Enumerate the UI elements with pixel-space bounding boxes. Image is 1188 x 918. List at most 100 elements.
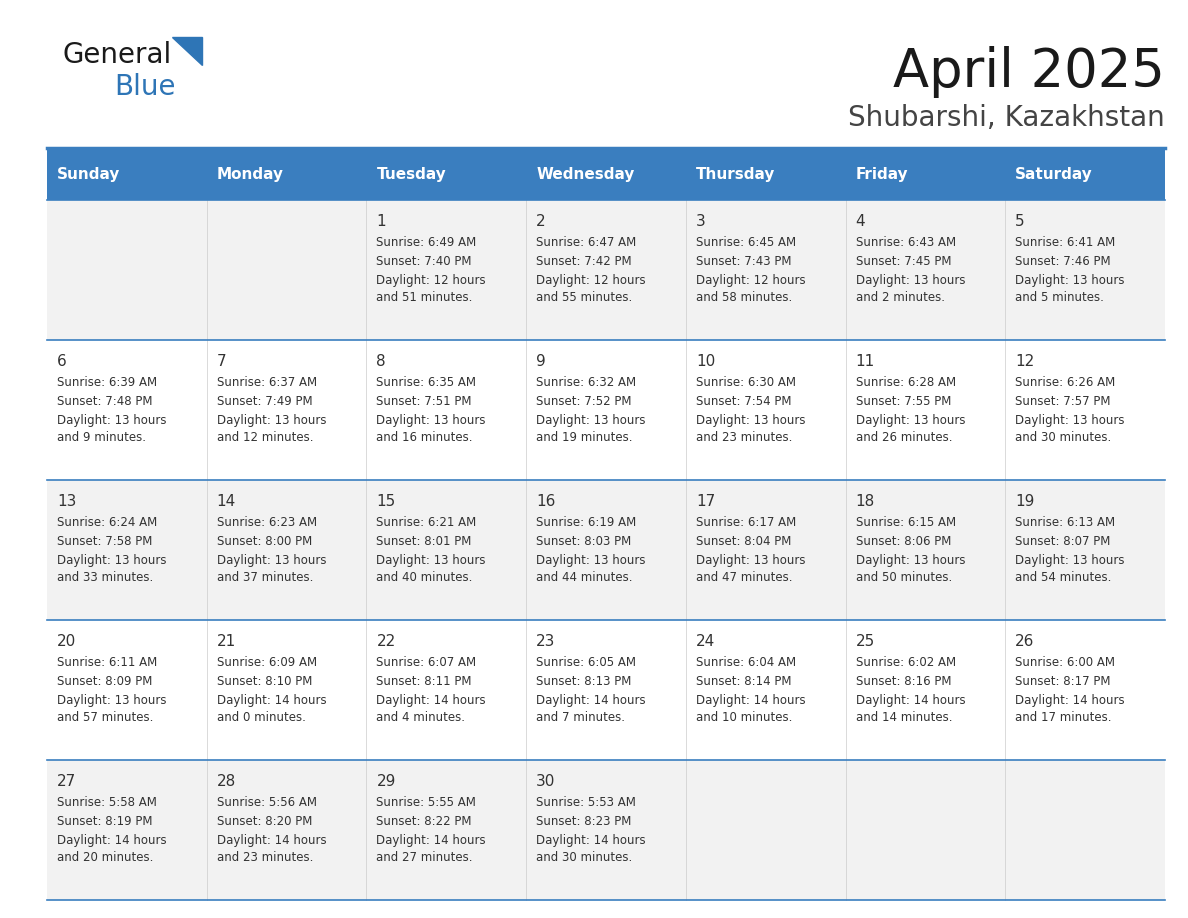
Text: 7: 7 [216, 354, 227, 369]
Text: Sunset: 8:11 PM: Sunset: 8:11 PM [377, 675, 472, 688]
Text: Daylight: 14 hours
and 14 minutes.: Daylight: 14 hours and 14 minutes. [855, 694, 965, 724]
Text: Tuesday: Tuesday [377, 166, 447, 182]
Text: 29: 29 [377, 774, 396, 789]
Text: Sunset: 7:55 PM: Sunset: 7:55 PM [855, 395, 950, 408]
Text: Daylight: 13 hours
and 33 minutes.: Daylight: 13 hours and 33 minutes. [57, 554, 166, 584]
Text: Sunrise: 6:04 AM: Sunrise: 6:04 AM [696, 656, 796, 669]
Text: Sunset: 8:07 PM: Sunset: 8:07 PM [1016, 535, 1111, 548]
Text: General: General [62, 41, 171, 69]
Text: Thursday: Thursday [696, 166, 776, 182]
Text: Sunrise: 6:21 AM: Sunrise: 6:21 AM [377, 516, 476, 529]
Text: Sunset: 8:01 PM: Sunset: 8:01 PM [377, 535, 472, 548]
Text: Shubarshi, Kazakhstan: Shubarshi, Kazakhstan [848, 104, 1165, 132]
Text: Daylight: 14 hours
and 27 minutes.: Daylight: 14 hours and 27 minutes. [377, 834, 486, 864]
Text: Sunrise: 6:39 AM: Sunrise: 6:39 AM [57, 376, 157, 389]
Text: Sunrise: 6:47 AM: Sunrise: 6:47 AM [536, 236, 637, 249]
Text: 4: 4 [855, 214, 865, 229]
Text: Sunrise: 6:28 AM: Sunrise: 6:28 AM [855, 376, 955, 389]
Text: Daylight: 14 hours
and 17 minutes.: Daylight: 14 hours and 17 minutes. [1016, 694, 1125, 724]
Text: Sunset: 8:14 PM: Sunset: 8:14 PM [696, 675, 791, 688]
Text: Sunrise: 6:37 AM: Sunrise: 6:37 AM [216, 376, 317, 389]
Bar [48, 200, 1165, 340]
Text: 1: 1 [377, 214, 386, 229]
Text: Sunset: 8:03 PM: Sunset: 8:03 PM [536, 535, 631, 548]
Text: Sunrise: 6:43 AM: Sunrise: 6:43 AM [855, 236, 955, 249]
Text: Sunrise: 5:56 AM: Sunrise: 5:56 AM [216, 796, 317, 809]
Text: 8: 8 [377, 354, 386, 369]
Text: 11: 11 [855, 354, 874, 369]
Text: Sunrise: 6:30 AM: Sunrise: 6:30 AM [696, 376, 796, 389]
Text: 28: 28 [216, 774, 236, 789]
Text: 19: 19 [1016, 494, 1035, 509]
Text: Daylight: 14 hours
and 10 minutes.: Daylight: 14 hours and 10 minutes. [696, 694, 805, 724]
Text: Daylight: 13 hours
and 50 minutes.: Daylight: 13 hours and 50 minutes. [855, 554, 965, 584]
Text: Sunrise: 6:45 AM: Sunrise: 6:45 AM [696, 236, 796, 249]
Text: 2: 2 [536, 214, 545, 229]
Text: Sunset: 7:57 PM: Sunset: 7:57 PM [1016, 395, 1111, 408]
Text: Daylight: 14 hours
and 30 minutes.: Daylight: 14 hours and 30 minutes. [536, 834, 646, 864]
Text: Sunrise: 6:19 AM: Sunrise: 6:19 AM [536, 516, 637, 529]
Text: Sunrise: 6:09 AM: Sunrise: 6:09 AM [216, 656, 317, 669]
Text: Daylight: 13 hours
and 5 minutes.: Daylight: 13 hours and 5 minutes. [1016, 274, 1125, 304]
Text: Daylight: 13 hours
and 37 minutes.: Daylight: 13 hours and 37 minutes. [216, 554, 327, 584]
Text: 5: 5 [1016, 214, 1025, 229]
Text: Daylight: 13 hours
and 47 minutes.: Daylight: 13 hours and 47 minutes. [696, 554, 805, 584]
Text: Sunrise: 6:13 AM: Sunrise: 6:13 AM [1016, 516, 1116, 529]
Text: Sunset: 7:58 PM: Sunset: 7:58 PM [57, 535, 152, 548]
Text: Sunrise: 6:32 AM: Sunrise: 6:32 AM [536, 376, 637, 389]
Text: Blue: Blue [114, 73, 176, 101]
Text: 14: 14 [216, 494, 236, 509]
Text: Sunset: 8:04 PM: Sunset: 8:04 PM [696, 535, 791, 548]
Text: Sunrise: 5:53 AM: Sunrise: 5:53 AM [536, 796, 636, 809]
Text: 13: 13 [57, 494, 76, 509]
Text: 15: 15 [377, 494, 396, 509]
Text: Sunset: 8:06 PM: Sunset: 8:06 PM [855, 535, 950, 548]
Text: April 2025: April 2025 [893, 46, 1165, 98]
Text: Friday: Friday [855, 166, 908, 182]
Text: Daylight: 14 hours
and 7 minutes.: Daylight: 14 hours and 7 minutes. [536, 694, 646, 724]
Text: Daylight: 13 hours
and 40 minutes.: Daylight: 13 hours and 40 minutes. [377, 554, 486, 584]
Text: Sunset: 8:17 PM: Sunset: 8:17 PM [1016, 675, 1111, 688]
Text: Sunset: 8:19 PM: Sunset: 8:19 PM [57, 815, 152, 828]
Text: Sunset: 8:09 PM: Sunset: 8:09 PM [57, 675, 152, 688]
Text: Daylight: 13 hours
and 44 minutes.: Daylight: 13 hours and 44 minutes. [536, 554, 645, 584]
Text: 18: 18 [855, 494, 874, 509]
Text: 25: 25 [855, 634, 874, 649]
Text: Daylight: 13 hours
and 9 minutes.: Daylight: 13 hours and 9 minutes. [57, 414, 166, 444]
Text: Daylight: 13 hours
and 12 minutes.: Daylight: 13 hours and 12 minutes. [216, 414, 327, 444]
Polygon shape [172, 37, 202, 65]
Text: 16: 16 [536, 494, 556, 509]
Text: Sunset: 7:45 PM: Sunset: 7:45 PM [855, 255, 952, 268]
Text: 22: 22 [377, 634, 396, 649]
Text: Sunset: 7:46 PM: Sunset: 7:46 PM [1016, 255, 1111, 268]
Text: 24: 24 [696, 634, 715, 649]
Text: Daylight: 14 hours
and 4 minutes.: Daylight: 14 hours and 4 minutes. [377, 694, 486, 724]
Text: Daylight: 14 hours
and 23 minutes.: Daylight: 14 hours and 23 minutes. [216, 834, 327, 864]
Text: 6: 6 [57, 354, 67, 369]
Text: Daylight: 12 hours
and 51 minutes.: Daylight: 12 hours and 51 minutes. [377, 274, 486, 304]
Text: Sunset: 8:16 PM: Sunset: 8:16 PM [855, 675, 952, 688]
Text: Sunset: 7:40 PM: Sunset: 7:40 PM [377, 255, 472, 268]
Text: Sunrise: 6:07 AM: Sunrise: 6:07 AM [377, 656, 476, 669]
Text: Daylight: 13 hours
and 57 minutes.: Daylight: 13 hours and 57 minutes. [57, 694, 166, 724]
Bar [48, 760, 1165, 900]
Text: Sunset: 7:42 PM: Sunset: 7:42 PM [536, 255, 632, 268]
Text: Daylight: 13 hours
and 54 minutes.: Daylight: 13 hours and 54 minutes. [1016, 554, 1125, 584]
Text: Daylight: 13 hours
and 19 minutes.: Daylight: 13 hours and 19 minutes. [536, 414, 645, 444]
Text: Sunset: 7:51 PM: Sunset: 7:51 PM [377, 395, 472, 408]
Text: 20: 20 [57, 634, 76, 649]
Text: Daylight: 13 hours
and 16 minutes.: Daylight: 13 hours and 16 minutes. [377, 414, 486, 444]
Text: Daylight: 13 hours
and 30 minutes.: Daylight: 13 hours and 30 minutes. [1016, 414, 1125, 444]
Text: Sunrise: 6:26 AM: Sunrise: 6:26 AM [1016, 376, 1116, 389]
Text: Sunrise: 5:55 AM: Sunrise: 5:55 AM [377, 796, 476, 809]
Bar [48, 480, 1165, 620]
Text: Sunrise: 6:02 AM: Sunrise: 6:02 AM [855, 656, 955, 669]
Text: 21: 21 [216, 634, 236, 649]
Text: Sunday: Sunday [57, 166, 120, 182]
Text: Sunset: 8:13 PM: Sunset: 8:13 PM [536, 675, 632, 688]
Bar [48, 148, 1165, 200]
Text: Sunset: 8:20 PM: Sunset: 8:20 PM [216, 815, 312, 828]
Text: 12: 12 [1016, 354, 1035, 369]
Text: Saturday: Saturday [1016, 166, 1093, 182]
Text: Monday: Monday [216, 166, 284, 182]
